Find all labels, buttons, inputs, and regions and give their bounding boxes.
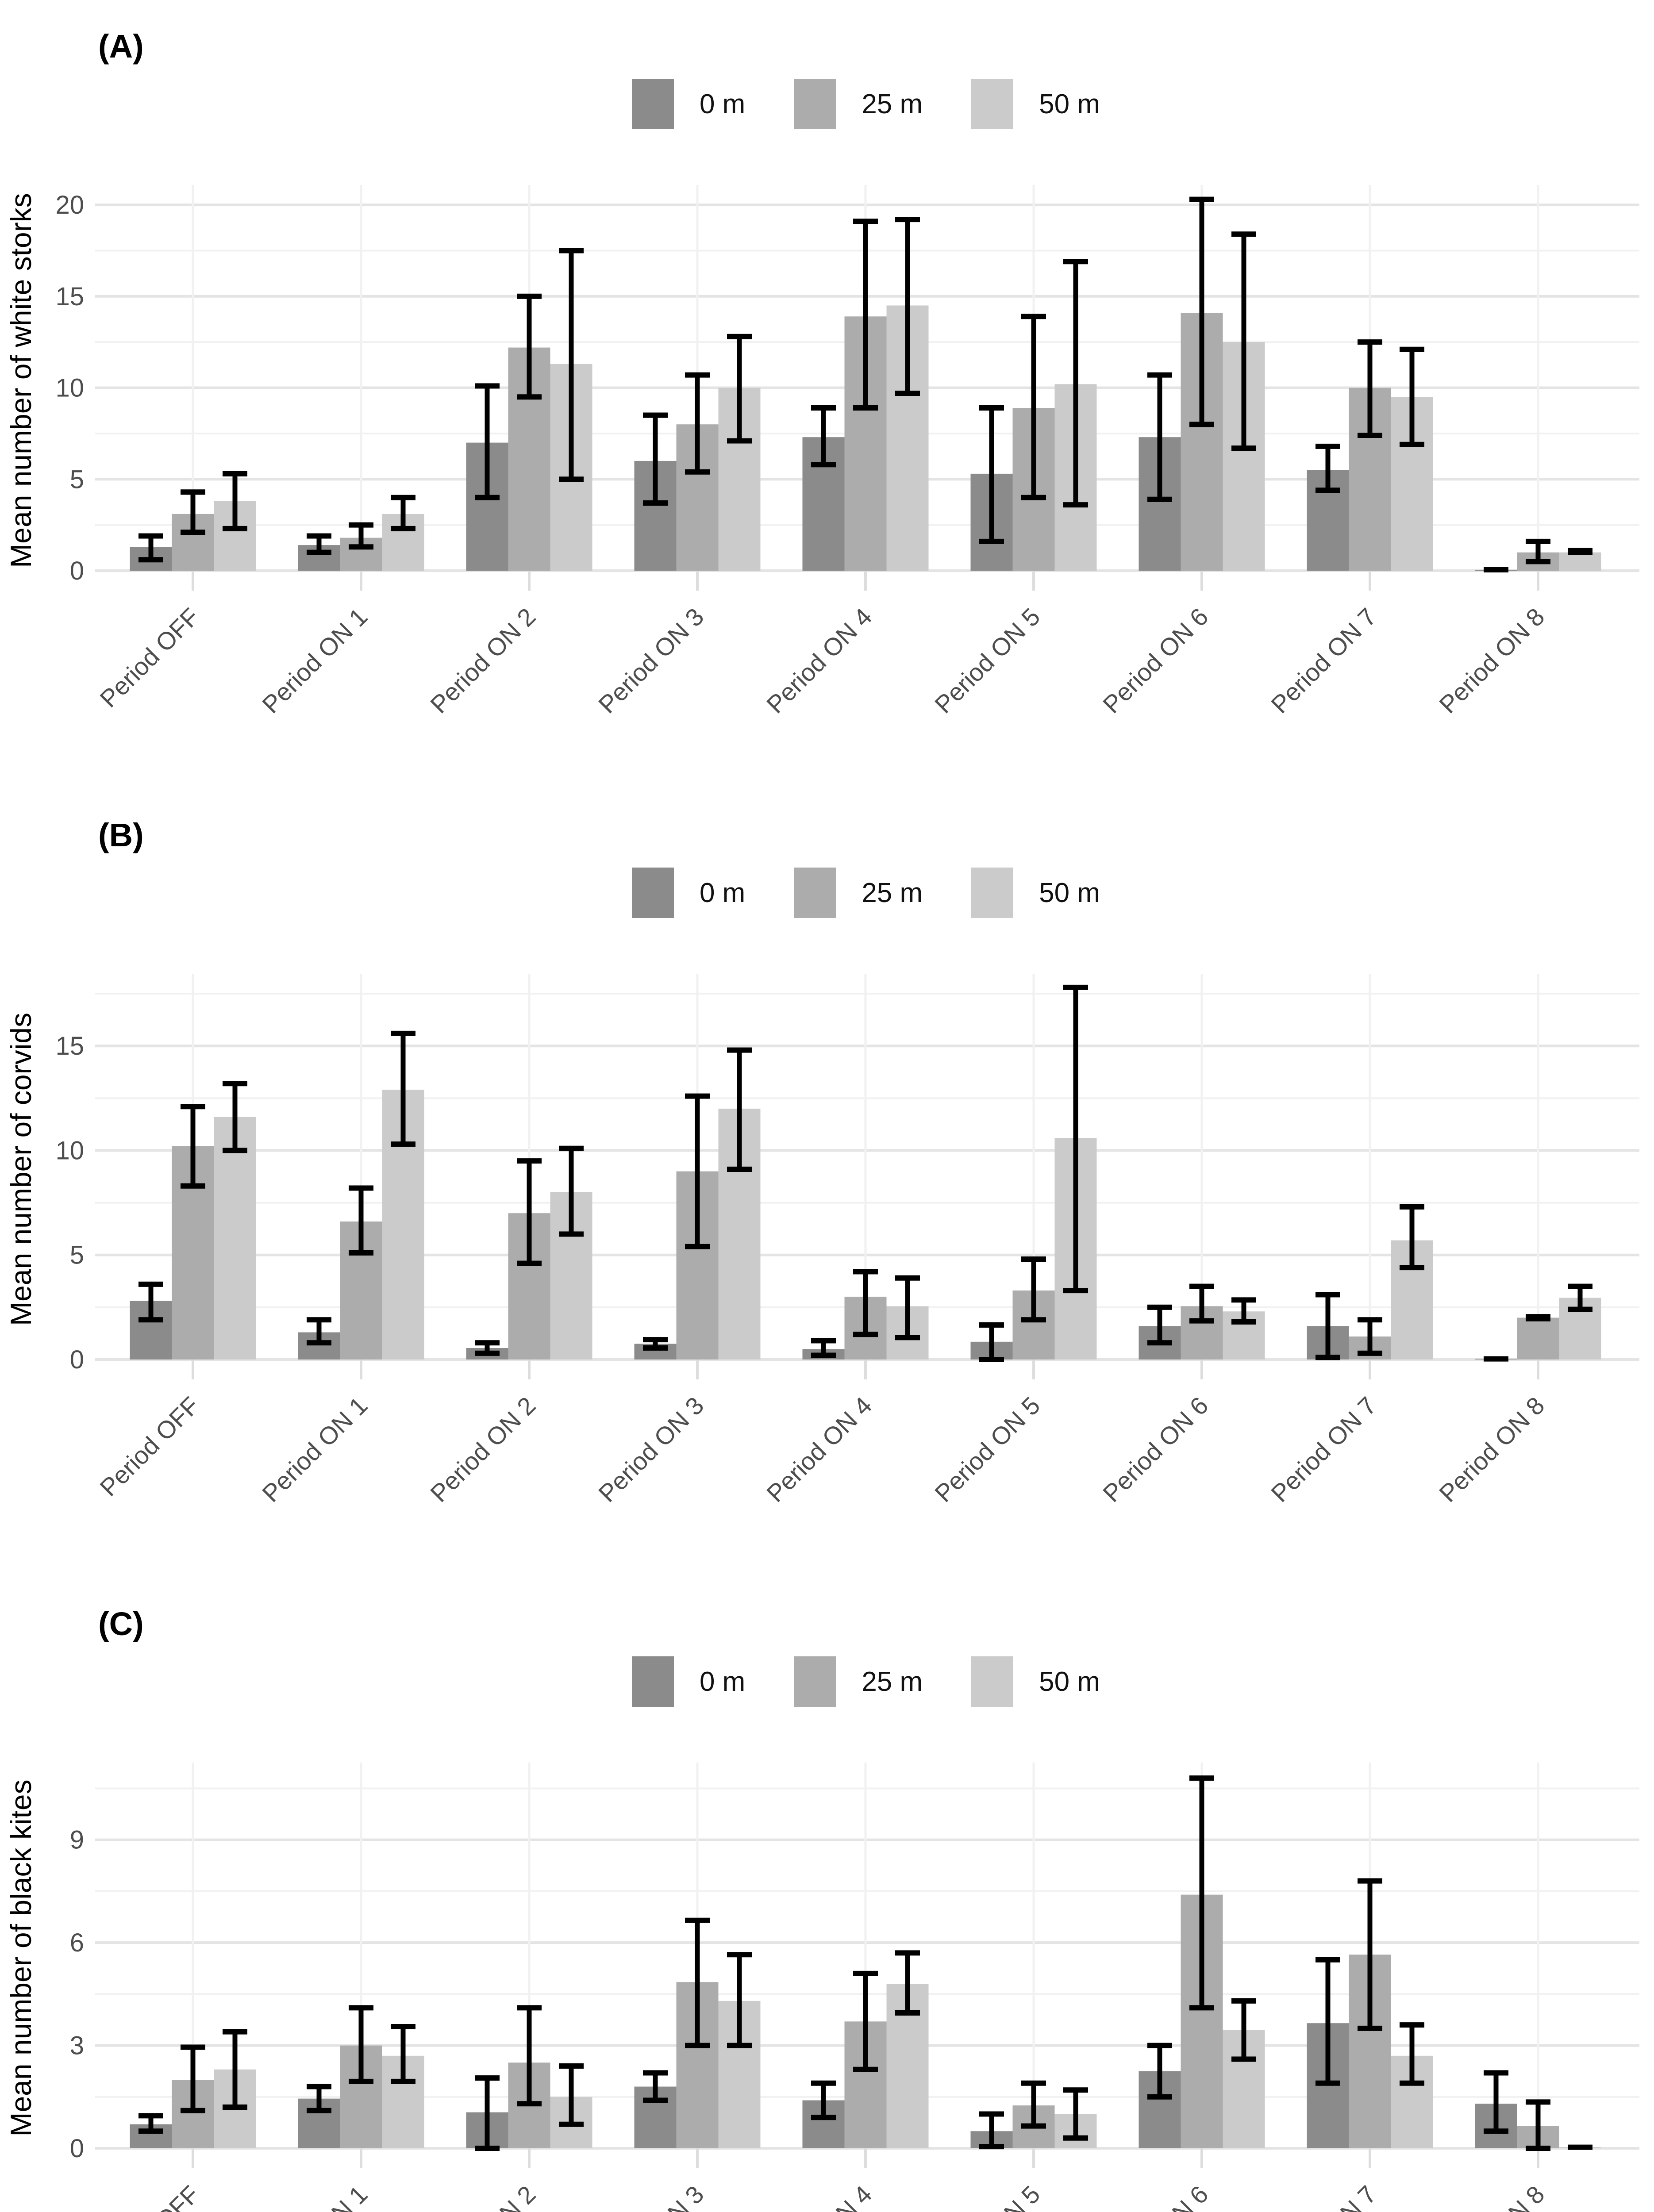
y-tick-label: 6 [70,1928,84,1957]
panel-label-a: (A) [98,28,144,65]
x-tick-label: Period ON 2 [425,1391,541,1507]
legend-item-25m: 25 m [794,1656,923,1707]
x-tick-label: Period ON 7 [1266,1391,1381,1507]
x-tick-label: Period ON 4 [761,1391,877,1507]
legend-label-0m: 0 m [699,1666,746,1697]
bar-50m-period-on-8 [1559,552,1601,571]
x-tick-label: Period ON 6 [1097,603,1213,718]
legend-item-0m: 0 m [631,868,746,918]
y-tick-label: 0 [70,1345,84,1374]
x-tick-label: Period ON 3 [593,603,709,718]
legend-swatch-50m [971,868,1014,918]
legend-label-25m: 25 m [862,877,923,908]
bar-50m-period-off [214,1117,256,1359]
legend-item-0m: 0 m [631,1656,746,1707]
y-tick-label: 10 [55,374,84,403]
legend-item-25m: 25 m [794,868,923,918]
legend-swatch-25m [794,1656,836,1707]
chart-corvids: 0 5 10 15 Mean number of corvids Period OFF Pe… [4,974,1639,1507]
y-tick-label: 0 [70,2134,84,2163]
x-tick-label: Period OFF [94,2180,204,2212]
x-tick-label: Period ON 8 [1434,603,1550,718]
x-tick-label: Period ON 1 [257,1391,373,1507]
legend-swatch-50m [971,1656,1014,1707]
panel-black-kites: (C) 0 m 25 m 50 m 0 3 6 9 Mean number of bla… [0,1578,1654,2212]
legend-label-25m: 25 m [862,1666,923,1697]
x-tick-label: Period ON 3 [593,2180,709,2212]
y-tick-label: 15 [55,282,84,311]
y-tick-label: 3 [70,2032,84,2060]
legend-label-50m: 50 m [1039,877,1100,908]
legend-swatch-25m [794,868,836,918]
x-tick-label: Period ON 7 [1266,2180,1381,2212]
x-tick-label: Period ON 4 [761,2180,877,2212]
y-axis-title: Mean number of white storks [4,193,37,568]
x-tick-label: Period ON 2 [425,603,541,718]
x-tick-label: Period ON 6 [1097,1391,1213,1507]
x-tick-label: Period OFF [94,1391,204,1502]
x-tick-label: Period ON 4 [761,603,877,718]
legend-label-50m: 50 m [1039,1666,1100,1697]
x-tick-label: Period ON 1 [257,603,373,718]
legend-item-50m: 50 m [971,1656,1100,1707]
panel-corvids: (B) 0 m 25 m 50 m 0 5 10 15 Mean number of c… [0,789,1654,1578]
bar-25m-period-on-8 [1517,1317,1559,1359]
x-tick-label: Period ON 7 [1266,603,1381,718]
y-tick-label: 15 [55,1032,84,1060]
legend-label-0m: 0 m [699,877,746,908]
y-tick-label: 10 [55,1136,84,1165]
panel-white-storks: (A) 0 m 25 m 50 m 0 5 10 15 20 Mean number of… [0,0,1654,789]
legend-swatch-50m [971,79,1014,129]
legend-label-0m: 0 m [699,88,746,119]
legend-item-0m: 0 m [631,79,746,129]
y-axis-title: Mean number of corvids [4,1013,37,1326]
y-tick-label: 20 [55,191,84,219]
panel-label-c: (C) [98,1605,144,1642]
legend: 0 m 25 m 50 m [39,868,1654,918]
x-tick-label: Period ON 1 [257,2180,373,2212]
legend-swatch-0m [631,79,674,129]
legend-label-25m: 25 m [862,88,923,119]
x-tick-label: Period OFF [94,603,204,713]
legend-label-50m: 50 m [1039,88,1100,119]
chart-black-kites: 0 3 6 9 Mean number of black kites Period OFF… [4,1763,1639,2212]
x-tick-label: Period ON 6 [1097,2180,1213,2212]
legend: 0 m 25 m 50 m [39,79,1654,129]
y-tick-label: 0 [70,557,84,585]
x-tick-label: Period ON 5 [929,2180,1045,2212]
x-tick-label: Period ON 8 [1434,1391,1550,1507]
y-tick-label: 5 [70,465,84,494]
x-tick-label: Period ON 8 [1434,2180,1550,2212]
x-tick-label: Period ON 5 [929,1391,1045,1507]
legend-item-25m: 25 m [794,79,923,129]
legend: 0 m 25 m 50 m [39,1656,1654,1707]
panel-label-b: (B) [98,817,144,853]
legend-item-50m: 50 m [971,868,1100,918]
legend-swatch-25m [794,79,836,129]
y-axis-title: Mean number of black kites [4,1779,37,2136]
legend-swatch-0m [631,868,674,918]
x-tick-label: Period ON 3 [593,1391,709,1507]
legend-item-50m: 50 m [971,79,1100,129]
chart-white-storks: 0 5 10 15 20 Mean number of white storks Perio… [4,185,1639,718]
y-tick-label: 9 [70,1826,84,1855]
y-tick-label: 5 [70,1241,84,1270]
x-tick-label: Period ON 2 [425,2180,541,2212]
legend-swatch-0m [631,1656,674,1707]
x-tick-label: Period ON 5 [929,603,1045,718]
